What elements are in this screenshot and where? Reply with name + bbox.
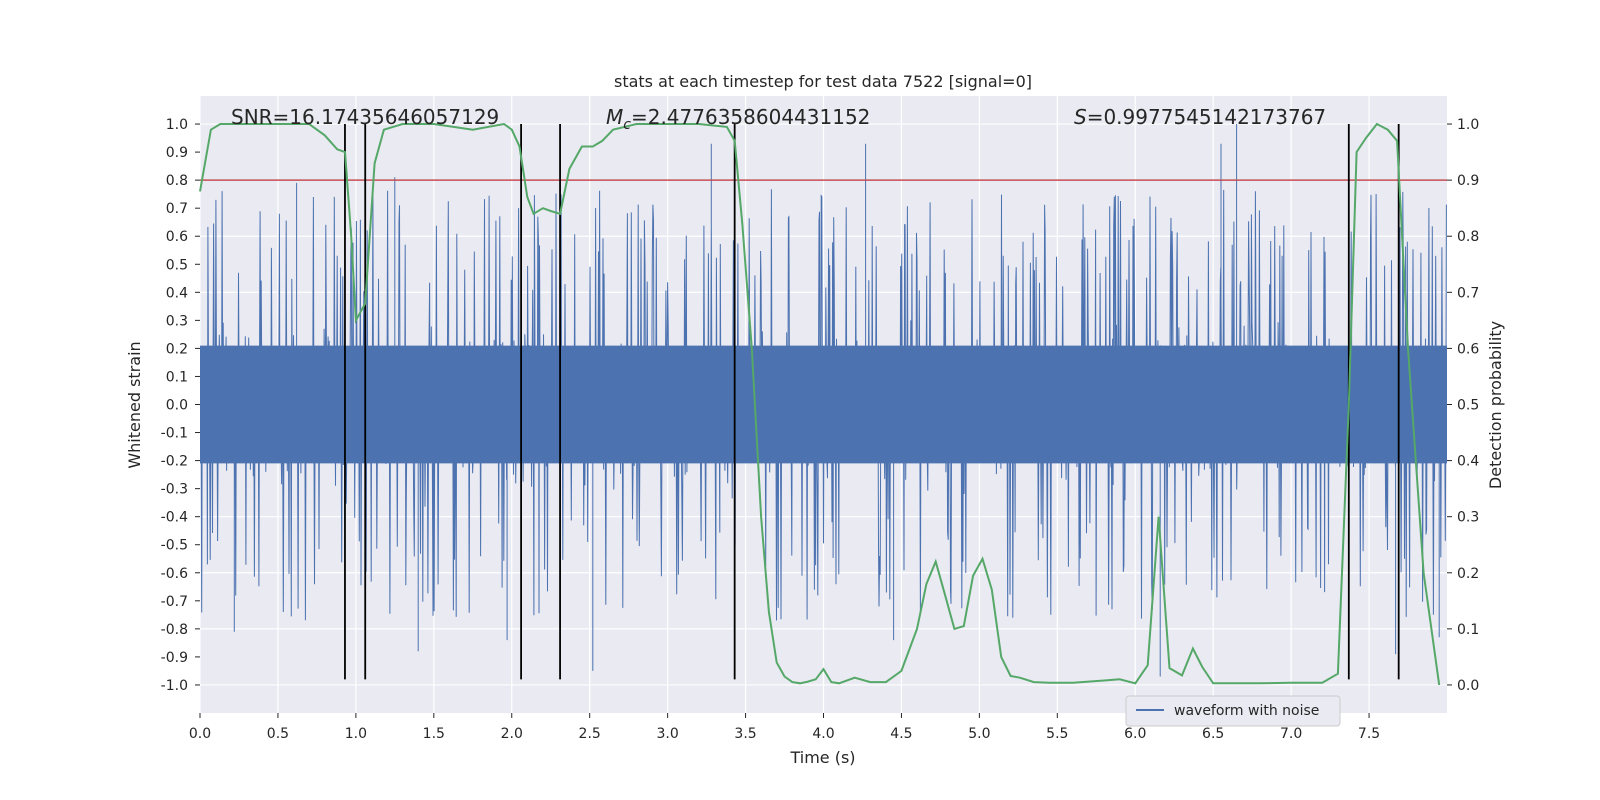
y-tick-label: 0.8: [166, 173, 188, 189]
y2-tick-label: 0.5: [1457, 398, 1479, 414]
x-tick-label: 2.0: [501, 726, 523, 742]
y2-axis-label: Detection probability: [1486, 321, 1505, 489]
y2-axis-ticks: 0.0 0.1 0.2 0.3 0.4 0.5 0.6 0.7 0.8 0.9 1.0: [1447, 117, 1479, 694]
x-tick-label: 7.0: [1280, 726, 1302, 742]
x-tick-label: 6.0: [1124, 726, 1146, 742]
y2-tick-label: 0.6: [1457, 341, 1479, 357]
chirp-mass-symbol: M: [606, 105, 623, 129]
x-tick-label: 5.5: [1046, 726, 1068, 742]
x-tick-label: 1.0: [345, 726, 367, 742]
x-axis-ticks: 0.0 0.5 1.0 1.5 2.0 2.5 3.0 3.5 4.0 4.5 5.0 5.5 6.0 6…: [189, 713, 1380, 742]
y-tick-label: -0.4: [161, 510, 188, 526]
x-axis-label: Time (s): [789, 748, 855, 767]
chirp-mass-annotation: Mc=2.4776358604431152: [606, 105, 870, 133]
waveform-band: [200, 345, 1447, 464]
y-tick-label: 0.6: [166, 229, 188, 245]
y-tick-label: 0.2: [166, 341, 188, 357]
y-tick-label: -0.7: [161, 594, 188, 610]
y-tick-label: -0.8: [161, 622, 188, 638]
x-tick-label: 4.0: [812, 726, 834, 742]
legend: waveform with noise: [1125, 695, 1341, 727]
x-tick-label: 3.0: [656, 726, 678, 742]
x-tick-label: 2.5: [579, 726, 601, 742]
y2-tick-label: 0.0: [1457, 678, 1479, 694]
x-tick-label: 4.5: [890, 726, 912, 742]
y-tick-label: -1.0: [161, 678, 188, 694]
chart-title: stats at each timestep for test data 752…: [614, 72, 1032, 91]
legend-box: [1125, 695, 1341, 727]
chirp-mass-subscript: c: [623, 117, 631, 133]
y-tick-label: -0.9: [161, 650, 188, 666]
x-tick-label: 5.0: [968, 726, 990, 742]
y2-tick-label: 0.4: [1457, 454, 1479, 470]
y2-tick-label: 1.0: [1457, 117, 1479, 133]
x-tick-label: 3.5: [734, 726, 756, 742]
y-tick-label: 0.1: [166, 369, 188, 385]
legend-label: waveform with noise: [1174, 703, 1319, 719]
x-tick-label: 0.5: [267, 726, 289, 742]
y-tick-label: 0.7: [166, 201, 188, 217]
score-value: =0.9977545142173767: [1087, 105, 1326, 129]
y-tick-label: -0.5: [161, 538, 188, 554]
y-tick-label: -0.6: [161, 566, 188, 582]
y-tick-label: 0.3: [166, 313, 188, 329]
y-tick-label: 1.0: [166, 117, 188, 133]
y-tick-label: 0.4: [166, 285, 188, 301]
score-symbol: S: [1074, 105, 1087, 129]
score-annotation: S=0.9977545142173767: [1074, 105, 1326, 129]
y2-tick-label: 0.7: [1457, 285, 1479, 301]
y-tick-label: -0.1: [161, 426, 188, 442]
x-tick-label: 7.5: [1358, 726, 1380, 742]
y-axis-label: Whitened strain: [125, 341, 144, 468]
y2-tick-label: 0.2: [1457, 566, 1479, 582]
y-axis-ticks: -1.0 -0.9 -0.8 -0.7 -0.6 -0.5 -0.4 -0.3 -0.2 -0.1…: [161, 117, 200, 694]
y2-tick-label: 0.3: [1457, 510, 1479, 526]
y2-tick-label: 0.9: [1457, 173, 1479, 189]
y-tick-label: -0.2: [161, 454, 188, 470]
x-tick-label: 1.5: [423, 726, 445, 742]
y-tick-label: 0.9: [166, 145, 188, 161]
detection-probability-series: [199, 122, 1441, 686]
y-tick-label: 0.5: [166, 257, 188, 273]
x-tick-label: 0.0: [189, 726, 211, 742]
y-tick-label: 0.0: [166, 398, 188, 414]
snr-annotation: SNR=16.17435646057129: [231, 105, 499, 129]
x-tick-label: 6.5: [1202, 726, 1224, 742]
y2-tick-label: 0.1: [1457, 622, 1479, 638]
y-tick-label: -0.3: [161, 482, 188, 498]
y2-tick-label: 0.8: [1457, 229, 1479, 245]
chirp-mass-value: =2.4776358604431152: [631, 105, 870, 129]
